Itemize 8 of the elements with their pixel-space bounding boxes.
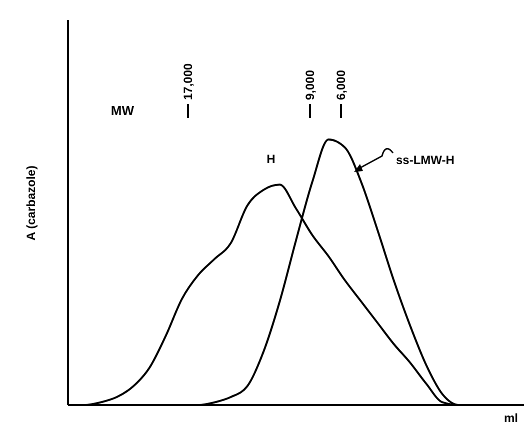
text: 6,000 <box>334 70 348 100</box>
text: 17,000 <box>181 62 195 100</box>
series-label: H <box>266 152 276 166</box>
legend-label: ss-LMW-H <box>396 153 454 167</box>
text: 9,000 <box>303 70 317 100</box>
y-axis-title: A (carbazole) <box>24 166 38 240</box>
x-axis-title: ml <box>504 411 518 425</box>
text: MW <box>110 103 135 118</box>
